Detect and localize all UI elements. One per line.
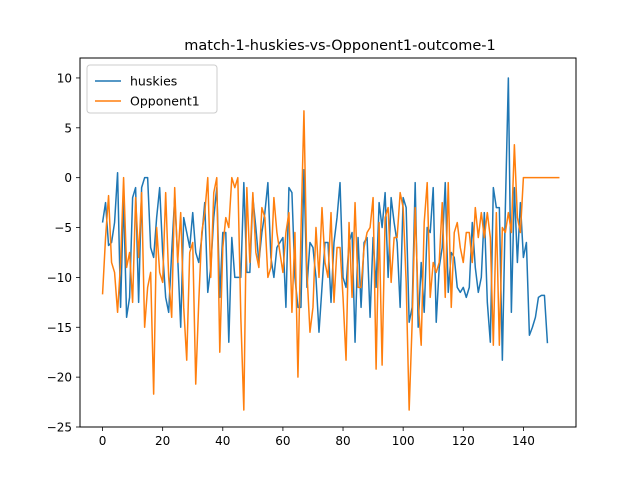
y-tick-label: −5 — [54, 221, 72, 235]
legend-label: Opponent1 — [130, 94, 200, 109]
chart-title: match-1-huskies-vs-Opponent1-outcome-1 — [184, 38, 496, 54]
axes-frame — [79, 57, 577, 428]
x-axis: 0 20 40 60 80 100 120 140 — [99, 427, 535, 448]
x-tick-label: 40 — [215, 434, 230, 448]
legend: huskies Opponent1 — [86, 64, 218, 114]
y-tick-label: −25 — [47, 421, 72, 435]
series-lines — [101, 77, 560, 411]
x-tick-label: 60 — [275, 434, 290, 448]
y-axis: −25 −20 −15 −10 −5 0 5 10 — [47, 71, 80, 435]
x-tick-label: 20 — [155, 434, 170, 448]
y-tick-label: 5 — [64, 121, 72, 135]
y-tick-label: −10 — [47, 271, 72, 285]
x-tick-label: 100 — [392, 434, 415, 448]
y-tick-label: 0 — [64, 171, 72, 185]
y-tick-label: −20 — [47, 371, 72, 385]
x-tick-label: 80 — [335, 434, 350, 448]
legend-label: huskies — [130, 74, 177, 89]
y-tick-label: −15 — [47, 321, 72, 335]
series-line-opponent1 — [101, 110, 560, 411]
y-tick-label: 10 — [57, 71, 72, 85]
x-tick-label: 120 — [452, 434, 475, 448]
x-tick-label: 0 — [99, 434, 107, 448]
x-tick-label: 140 — [512, 434, 535, 448]
